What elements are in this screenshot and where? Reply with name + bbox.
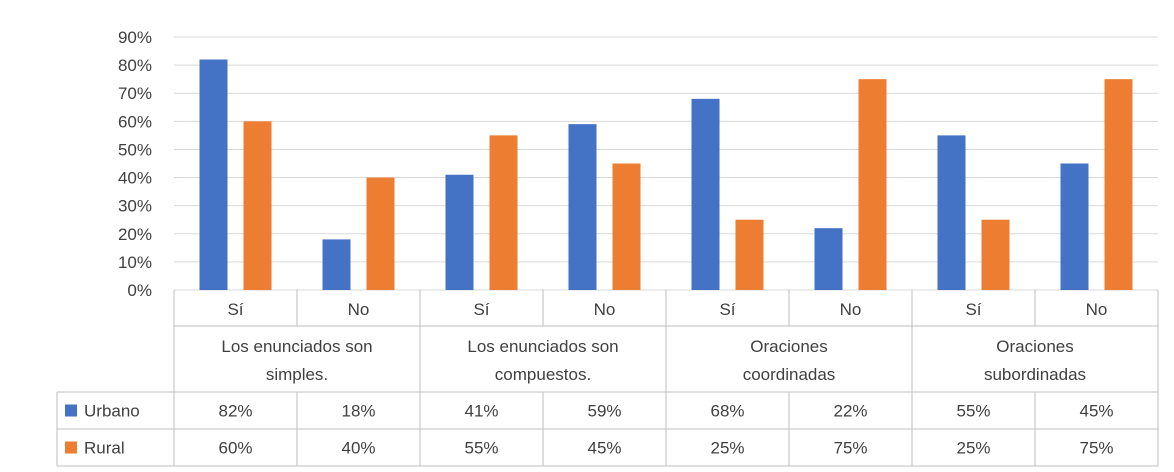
bar-urbano-0 (199, 59, 228, 290)
data-label-rural: 55% (464, 439, 498, 458)
data-label-urbano: 22% (833, 402, 867, 421)
subcategory-label: Sí (227, 300, 243, 319)
subcategory-label: Sí (965, 300, 981, 319)
data-label-rural: 40% (341, 439, 375, 458)
y-tick-label: 90% (118, 28, 152, 47)
legend-label-rural: Rural (84, 439, 125, 458)
bars (199, 59, 1133, 291)
subcategory-label: Sí (719, 300, 735, 319)
group-label: Oraciones (996, 337, 1073, 356)
bar-urbano-7 (1060, 163, 1089, 290)
bar-urbano-5 (814, 228, 843, 290)
group-label: compuestos. (495, 365, 591, 384)
subcategory-label: No (840, 300, 862, 319)
data-label-urbano: 18% (341, 402, 375, 421)
y-tick-label: 30% (118, 197, 152, 216)
y-tick-label: 20% (118, 225, 152, 244)
bar-urbano-3 (568, 124, 597, 291)
bar-urbano-2 (445, 174, 474, 290)
bar-urbano-6 (937, 135, 966, 290)
subcategory-label: No (1086, 300, 1108, 319)
data-label-urbano: 59% (587, 402, 621, 421)
y-tick-label: 40% (118, 169, 152, 188)
bar-rural-6 (981, 219, 1010, 290)
legend-label-urbano: Urbano (84, 402, 140, 421)
data-label-urbano: 55% (956, 402, 990, 421)
subcategory-label: Sí (473, 300, 489, 319)
legend-swatch-rural (65, 441, 77, 454)
y-tick-label: 10% (118, 253, 152, 272)
bar-rural-2 (489, 135, 518, 290)
group-label: coordinadas (743, 365, 836, 384)
data-label-rural: 60% (218, 439, 252, 458)
data-label-urbano: 82% (218, 402, 252, 421)
y-axis-tick-labels: 0% 10% 20% 30% 40% 50% 60% 70% 80% 90% (118, 28, 152, 300)
group-label: Los enunciados son (467, 337, 618, 356)
data-label-rural: 75% (1079, 439, 1113, 458)
bar-rural-0 (243, 121, 272, 290)
data-label-urbano: 68% (710, 402, 744, 421)
group-label: simples. (266, 365, 328, 384)
data-label-rural: 25% (710, 439, 744, 458)
legend-swatch-urbano (65, 404, 77, 417)
bar-urbano-1 (322, 239, 351, 290)
bar-rural-4 (735, 219, 764, 290)
data-label-urbano: 41% (464, 402, 498, 421)
bar-urbano-4 (691, 98, 720, 290)
y-tick-label: 50% (118, 140, 152, 159)
subcategory-label: No (348, 300, 370, 319)
subcategory-label: No (594, 300, 616, 319)
group-label: Los enunciados son (221, 337, 372, 356)
bar-rural-3 (612, 163, 641, 290)
data-table: Sí No Sí No Sí No Sí No Los enunciados son simple… (56, 290, 1159, 467)
data-label-rural: 45% (587, 439, 621, 458)
y-tick-label: 70% (118, 84, 152, 103)
y-tick-label: 60% (118, 112, 152, 131)
data-label-rural: 25% (956, 439, 990, 458)
data-label-rural: 75% (833, 439, 867, 458)
data-label-urbano: 45% (1079, 402, 1113, 421)
y-tick-label: 0% (127, 281, 152, 300)
bar-rural-7 (1104, 79, 1133, 291)
gridlines (174, 36, 1158, 291)
bar-rural-1 (366, 177, 395, 290)
y-tick-label: 80% (118, 56, 152, 75)
group-label: Oraciones (750, 337, 827, 356)
group-label: subordinadas (984, 365, 1086, 384)
bar-rural-5 (858, 79, 887, 291)
